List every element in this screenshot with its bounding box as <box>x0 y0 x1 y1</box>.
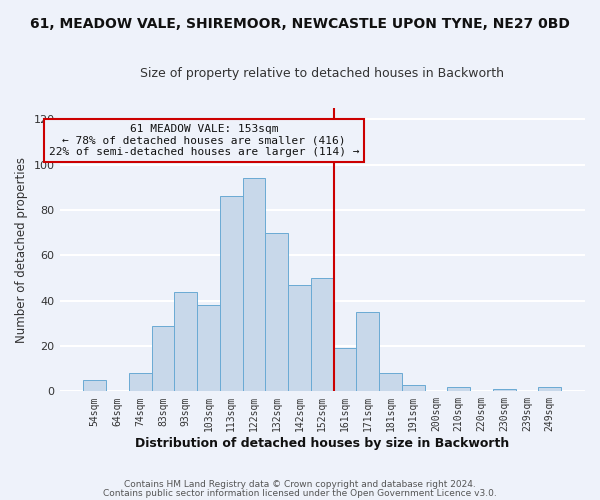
Bar <box>175 292 197 392</box>
Bar <box>129 373 152 392</box>
Text: Contains public sector information licensed under the Open Government Licence v3: Contains public sector information licen… <box>103 488 497 498</box>
Bar <box>265 232 288 392</box>
Bar <box>448 387 470 392</box>
Bar <box>356 312 379 392</box>
Bar <box>334 348 356 392</box>
Bar <box>83 380 106 392</box>
Text: Contains HM Land Registry data © Crown copyright and database right 2024.: Contains HM Land Registry data © Crown c… <box>124 480 476 489</box>
X-axis label: Distribution of detached houses by size in Backworth: Distribution of detached houses by size … <box>135 437 509 450</box>
Text: 61, MEADOW VALE, SHIREMOOR, NEWCASTLE UPON TYNE, NE27 0BD: 61, MEADOW VALE, SHIREMOOR, NEWCASTLE UP… <box>30 18 570 32</box>
Bar <box>288 285 311 392</box>
Bar <box>152 326 175 392</box>
Bar <box>197 305 220 392</box>
Bar <box>242 178 265 392</box>
Bar <box>220 196 242 392</box>
Text: 61 MEADOW VALE: 153sqm
← 78% of detached houses are smaller (416)
22% of semi-de: 61 MEADOW VALE: 153sqm ← 78% of detached… <box>49 124 359 157</box>
Bar <box>493 389 515 392</box>
Bar <box>311 278 334 392</box>
Bar <box>402 384 425 392</box>
Title: Size of property relative to detached houses in Backworth: Size of property relative to detached ho… <box>140 68 504 80</box>
Bar <box>538 387 561 392</box>
Y-axis label: Number of detached properties: Number of detached properties <box>15 156 28 342</box>
Bar <box>379 373 402 392</box>
